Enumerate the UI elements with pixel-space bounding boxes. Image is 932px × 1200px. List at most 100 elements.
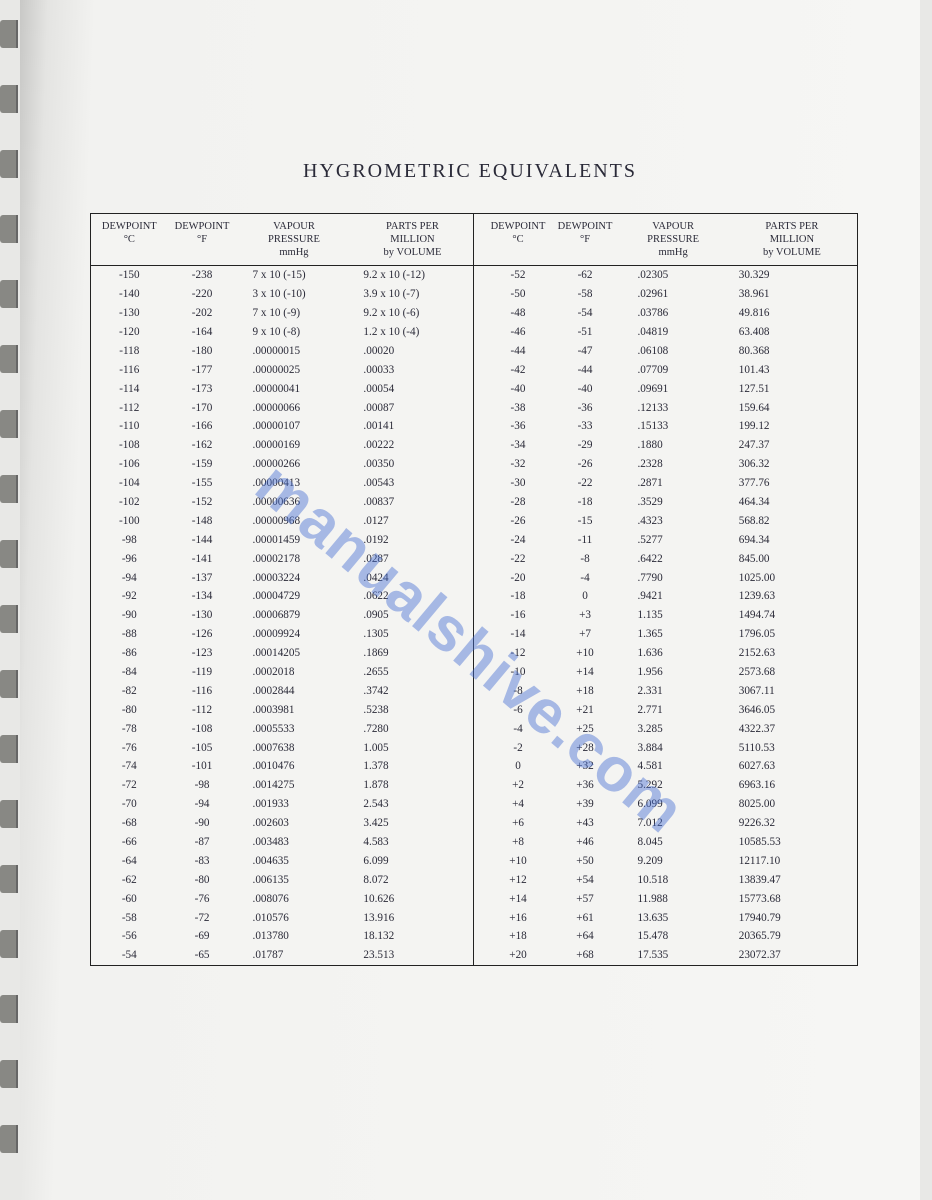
table-cell: +4 (474, 795, 551, 814)
table-cell: 15773.68 (727, 890, 857, 909)
table-cell: +18 (474, 928, 551, 947)
table-cell: +2 (474, 776, 551, 795)
table-cell: .00000413 (237, 474, 352, 493)
table-cell: .5277 (620, 531, 727, 550)
table-cell: 6.099 (620, 795, 727, 814)
table-cell: .2655 (351, 663, 474, 682)
table-cell: -80 (91, 701, 168, 720)
table-cell: -26 (551, 455, 620, 474)
table-cell: 1796.05 (727, 625, 857, 644)
table-cell: -48 (474, 304, 551, 323)
table-cell: +25 (551, 720, 620, 739)
table-cell: 10585.53 (727, 833, 857, 852)
table-cell: -83 (168, 852, 237, 871)
table-cell: .00087 (351, 399, 474, 418)
table-cell: 464.34 (727, 493, 857, 512)
table-cell: 1025.00 (727, 569, 857, 588)
table-row: -118-180.00000015.00020-44-47.0610880.36… (91, 342, 857, 361)
table-cell: .006135 (237, 871, 352, 890)
table-cell: 159.64 (727, 399, 857, 418)
table-row: -76-105.00076381.005-2+283.8845110.53 (91, 739, 857, 758)
table-cell: -94 (91, 569, 168, 588)
table-cell: .00543 (351, 474, 474, 493)
table-cell: .00141 (351, 418, 474, 437)
table-cell: -8 (474, 682, 551, 701)
table-cell: .00000636 (237, 493, 352, 512)
table-cell: .00004729 (237, 588, 352, 607)
table-row: -88-126.00009924.1305-14+71.3651796.05 (91, 625, 857, 644)
table-cell: .010576 (237, 909, 352, 928)
table-cell: +14 (551, 663, 620, 682)
page-scan: HYGROMETRIC EQUIVALENTS DEWPOINT°C DEWPO… (20, 0, 920, 1200)
table-cell: +14 (474, 890, 551, 909)
table-cell: -20 (474, 569, 551, 588)
table-cell: 3.285 (620, 720, 727, 739)
table-cell: 1.956 (620, 663, 727, 682)
table-row: -70-94.0019332.543+4+396.0998025.00 (91, 795, 857, 814)
table-cell: 127.51 (727, 380, 857, 399)
table-cell: -87 (168, 833, 237, 852)
table-cell: .0287 (351, 550, 474, 569)
table-cell: -102 (91, 493, 168, 512)
table-body: -150-2387 x 10 (-15)9.2 x 10 (-12)-52-62… (91, 266, 857, 965)
table-cell: .1880 (620, 436, 727, 455)
table-row: -96-141.00002178.0287-22-8.6422845.00 (91, 550, 857, 569)
table-cell: .7280 (351, 720, 474, 739)
table-cell: -152 (168, 493, 237, 512)
table-cell: +36 (551, 776, 620, 795)
table-cell: -14 (474, 625, 551, 644)
table-cell: -30 (474, 474, 551, 493)
table-cell: 49.816 (727, 304, 857, 323)
table-cell: .0003981 (237, 701, 352, 720)
table-cell: +43 (551, 814, 620, 833)
table-row: -150-2387 x 10 (-15)9.2 x 10 (-12)-52-62… (91, 266, 857, 285)
table-cell: -2 (474, 739, 551, 758)
table-cell: -22 (474, 550, 551, 569)
table-cell: 1494.74 (727, 606, 857, 625)
hygrometric-table-container: DEWPOINT°C DEWPOINT°F VAPOURPRESSUREmmHg… (90, 213, 858, 966)
table-cell: -66 (91, 833, 168, 852)
table-cell: 8.045 (620, 833, 727, 852)
table-row: -68-90.0026033.425+6+437.0129226.32 (91, 814, 857, 833)
table-row: -108-162.00000169.00222-34-29.1880247.37 (91, 436, 857, 455)
table-cell: .0622 (351, 588, 474, 607)
header-vapour-pressure-right: VAPOURPRESSUREmmHg (620, 214, 727, 266)
table-cell: +21 (551, 701, 620, 720)
table-cell: -58 (91, 909, 168, 928)
table-cell: -162 (168, 436, 237, 455)
table-cell: +18 (551, 682, 620, 701)
table-cell: .0002844 (237, 682, 352, 701)
table-cell: -82 (91, 682, 168, 701)
table-cell: 11.988 (620, 890, 727, 909)
table-row: -102-152.00000636.00837-28-18.3529464.34 (91, 493, 857, 512)
table-cell: .3742 (351, 682, 474, 701)
table-cell: -44 (551, 361, 620, 380)
table-cell: .03786 (620, 304, 727, 323)
table-cell: 80.368 (727, 342, 857, 361)
table-cell: 694.34 (727, 531, 857, 550)
table-cell: -32 (474, 455, 551, 474)
table-row: -74-101.00104761.3780+324.5816027.63 (91, 758, 857, 777)
table-cell: +54 (551, 871, 620, 890)
table-cell: -62 (551, 266, 620, 285)
table-cell: -116 (168, 682, 237, 701)
table-cell: -140 (91, 285, 168, 304)
table-cell: -72 (91, 776, 168, 795)
table-cell: 5.292 (620, 776, 727, 795)
table-cell: -62 (91, 871, 168, 890)
table-cell: -34 (474, 436, 551, 455)
table-cell: .0192 (351, 531, 474, 550)
table-cell: -119 (168, 663, 237, 682)
table-cell: .12133 (620, 399, 727, 418)
table-cell: 7 x 10 (-15) (237, 266, 352, 285)
table-cell: +3 (551, 606, 620, 625)
table-cell: +16 (474, 909, 551, 928)
table-cell: .02961 (620, 285, 727, 304)
table-cell: .0014275 (237, 776, 352, 795)
table-cell: -90 (91, 606, 168, 625)
table-cell: -4 (474, 720, 551, 739)
table-cell: 10.626 (351, 890, 474, 909)
table-cell: -26 (474, 512, 551, 531)
table-cell: 3067.11 (727, 682, 857, 701)
table-cell: .0005533 (237, 720, 352, 739)
